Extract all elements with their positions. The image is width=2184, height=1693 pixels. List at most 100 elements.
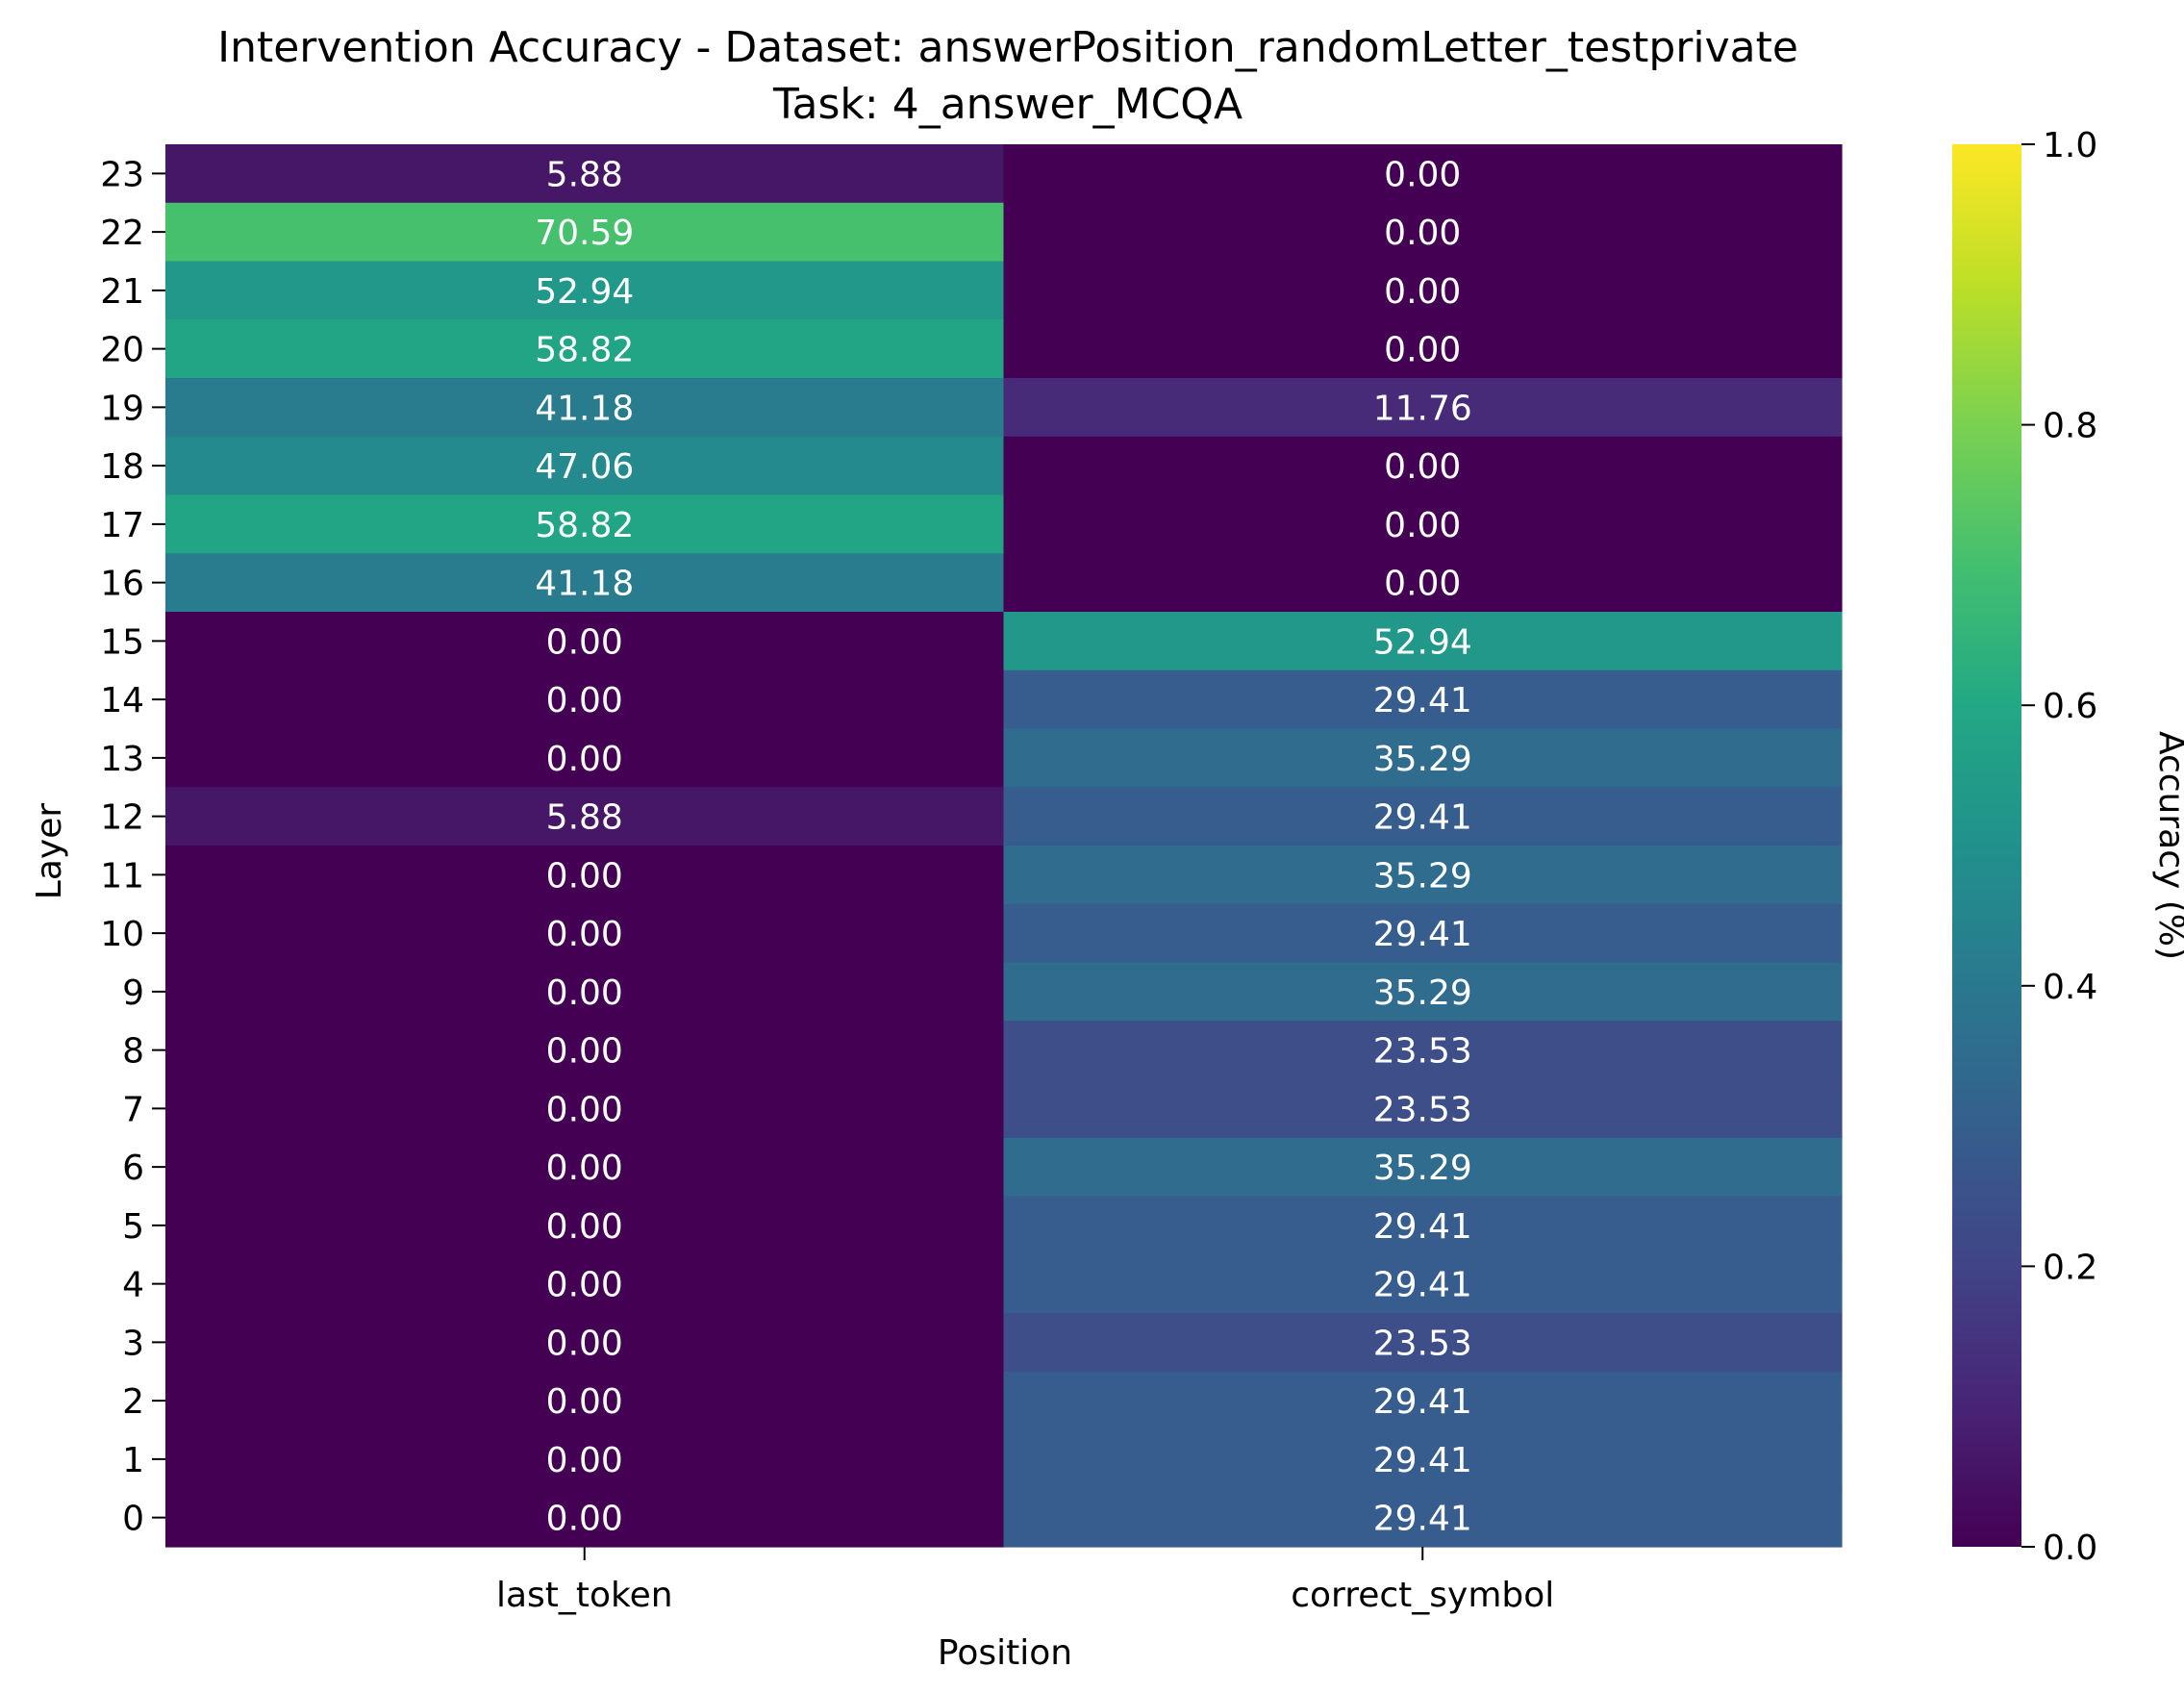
cell-value-label: 29.41 (1373, 1500, 1472, 1539)
heat-cell-layer-0-correct_symbol (1003, 1488, 1843, 1548)
cell-value-label: 29.41 (1373, 681, 1472, 720)
heat-cell-layer-6-correct_symbol (1003, 1137, 1843, 1198)
y-tick-label: 5 (122, 1207, 144, 1247)
y-tick-label: 21 (100, 272, 144, 312)
y-tick-label: 20 (100, 331, 144, 370)
heat-cell-layer-8-last_token (165, 1021, 1005, 1080)
y-tick-label: 23 (100, 155, 144, 194)
heat-cell-layer-20-correct_symbol (1003, 319, 1843, 379)
y-tick-label: 15 (100, 622, 144, 662)
cell-value-label: 29.41 (1373, 1382, 1472, 1422)
cell-value-label: 0.00 (1384, 447, 1461, 487)
heat-cell-layer-3-correct_symbol (1003, 1313, 1843, 1373)
cell-value-label: 0.00 (1384, 506, 1461, 545)
cell-value-label: 35.29 (1373, 1149, 1472, 1188)
heat-cell-layer-12-correct_symbol (1003, 787, 1843, 846)
heat-cell-layer-21-correct_symbol (1003, 261, 1843, 320)
cell-value-label: 0.00 (546, 622, 623, 662)
heat-cell-layer-17-correct_symbol (1003, 494, 1843, 554)
heat-cell-layer-7-correct_symbol (1003, 1079, 1843, 1139)
heat-cell-layer-18-correct_symbol (1003, 436, 1843, 496)
heat-cell-layer-0-last_token (165, 1488, 1005, 1548)
cell-value-label: 0.00 (546, 1441, 623, 1480)
y-tick-label: 9 (122, 973, 144, 1013)
heat-cell-layer-10-correct_symbol (1003, 903, 1843, 964)
heatmap-cells (165, 144, 1843, 1548)
cell-value-label: 0.00 (1384, 214, 1461, 253)
cell-value-label: 35.29 (1373, 856, 1472, 896)
chart-title: Intervention Accuracy - Dataset: answerP… (217, 23, 1798, 72)
heat-cell-layer-17-last_token (165, 494, 1005, 554)
heat-cell-layer-15-correct_symbol (1003, 612, 1843, 671)
heat-cell-layer-16-correct_symbol (1003, 553, 1843, 613)
y-tick-label: 19 (100, 389, 144, 428)
heat-cell-layer-9-last_token (165, 962, 1005, 1022)
heat-cell-layer-14-last_token (165, 670, 1005, 730)
chart-subtitle: Task: 4_answer_MCQA (772, 80, 1243, 129)
colorbar-tick-label: 0.0 (2043, 1529, 2097, 1568)
heat-cell-layer-19-last_token (165, 378, 1005, 438)
y-tick-label: 8 (122, 1032, 144, 1072)
cell-value-label: 0.00 (1384, 565, 1461, 604)
colorbar-tick-label: 0.2 (2043, 1248, 2097, 1287)
y-tick-label: 6 (122, 1149, 144, 1188)
cell-value-label: 58.82 (535, 331, 634, 370)
heat-cell-layer-21-last_token (165, 261, 1005, 320)
heat-cell-layer-11-last_token (165, 846, 1005, 905)
heat-cell-layer-14-correct_symbol (1003, 670, 1843, 730)
y-tick-label: 1 (122, 1441, 144, 1480)
x-axis-ticks: last_token correct_symbol (496, 1547, 1554, 1615)
heat-cell-layer-4-last_token (165, 1254, 1005, 1314)
heat-cell-layer-3-last_token (165, 1313, 1005, 1373)
cell-value-label: 0.00 (546, 973, 623, 1013)
y-tick-label: 18 (100, 447, 144, 487)
heat-cell-layer-4-correct_symbol (1003, 1254, 1843, 1314)
heat-cell-layer-23-correct_symbol (1003, 144, 1843, 204)
cell-value-label: 47.06 (535, 447, 634, 487)
cell-value-label: 0.00 (1384, 331, 1461, 370)
heat-cell-layer-13-correct_symbol (1003, 728, 1843, 788)
cell-value-label: 23.53 (1373, 1090, 1472, 1129)
y-tick-label: 17 (100, 506, 144, 545)
heat-cell-layer-12-last_token (165, 787, 1005, 846)
heat-cell-layer-15-last_token (165, 612, 1005, 671)
cell-value-label: 23.53 (1373, 1324, 1472, 1363)
colorbar (1952, 144, 2021, 1547)
y-tick-label: 12 (100, 798, 144, 838)
heat-cell-layer-19-correct_symbol (1003, 378, 1843, 438)
cell-value-label: 5.88 (546, 798, 623, 838)
colorbar-ticks: 0.0 0.2 0.4 0.6 0.8 1.0 (2021, 126, 2097, 1568)
cell-value-label: 29.41 (1373, 915, 1472, 954)
cell-value-label: 0.00 (546, 915, 623, 954)
heat-cell-layer-11-correct_symbol (1003, 846, 1843, 905)
heat-cell-layer-20-last_token (165, 319, 1005, 379)
cell-value-label: 0.00 (546, 681, 623, 720)
cell-value-label: 52.94 (1373, 622, 1472, 662)
cell-value-label: 5.88 (546, 155, 623, 194)
heat-cell-layer-8-correct_symbol (1003, 1021, 1843, 1080)
heat-cell-layer-13-last_token (165, 728, 1005, 788)
heat-cell-layer-10-last_token (165, 903, 1005, 964)
cell-value-label: 29.41 (1373, 1207, 1472, 1247)
x-axis-label: Position (938, 1633, 1072, 1673)
y-tick-label: 16 (100, 565, 144, 604)
colorbar-tick-label: 0.6 (2043, 687, 2097, 726)
heat-cell-layer-23-last_token (165, 144, 1005, 204)
colorbar-tick-label: 1.0 (2043, 126, 2097, 165)
heat-cell-layer-7-last_token (165, 1079, 1005, 1139)
cell-value-label: 23.53 (1373, 1032, 1472, 1072)
y-tick-label: 11 (100, 856, 144, 896)
colorbar-tick-label: 0.8 (2043, 407, 2097, 446)
y-tick-label: 22 (100, 214, 144, 253)
y-tick-label: 14 (100, 681, 144, 720)
cell-value-label: 0.00 (546, 1149, 623, 1188)
colorbar-label: Accuracy (%) (2151, 731, 2184, 960)
y-tick-label: 0 (122, 1500, 144, 1539)
heat-cell-layer-9-correct_symbol (1003, 962, 1843, 1022)
heat-cell-layer-2-last_token (165, 1371, 1005, 1431)
cell-value-label: 29.41 (1373, 1441, 1472, 1480)
cell-value-label: 0.00 (546, 1266, 623, 1305)
cell-value-label: 0.00 (1384, 155, 1461, 194)
cell-value-label: 0.00 (546, 1324, 623, 1363)
